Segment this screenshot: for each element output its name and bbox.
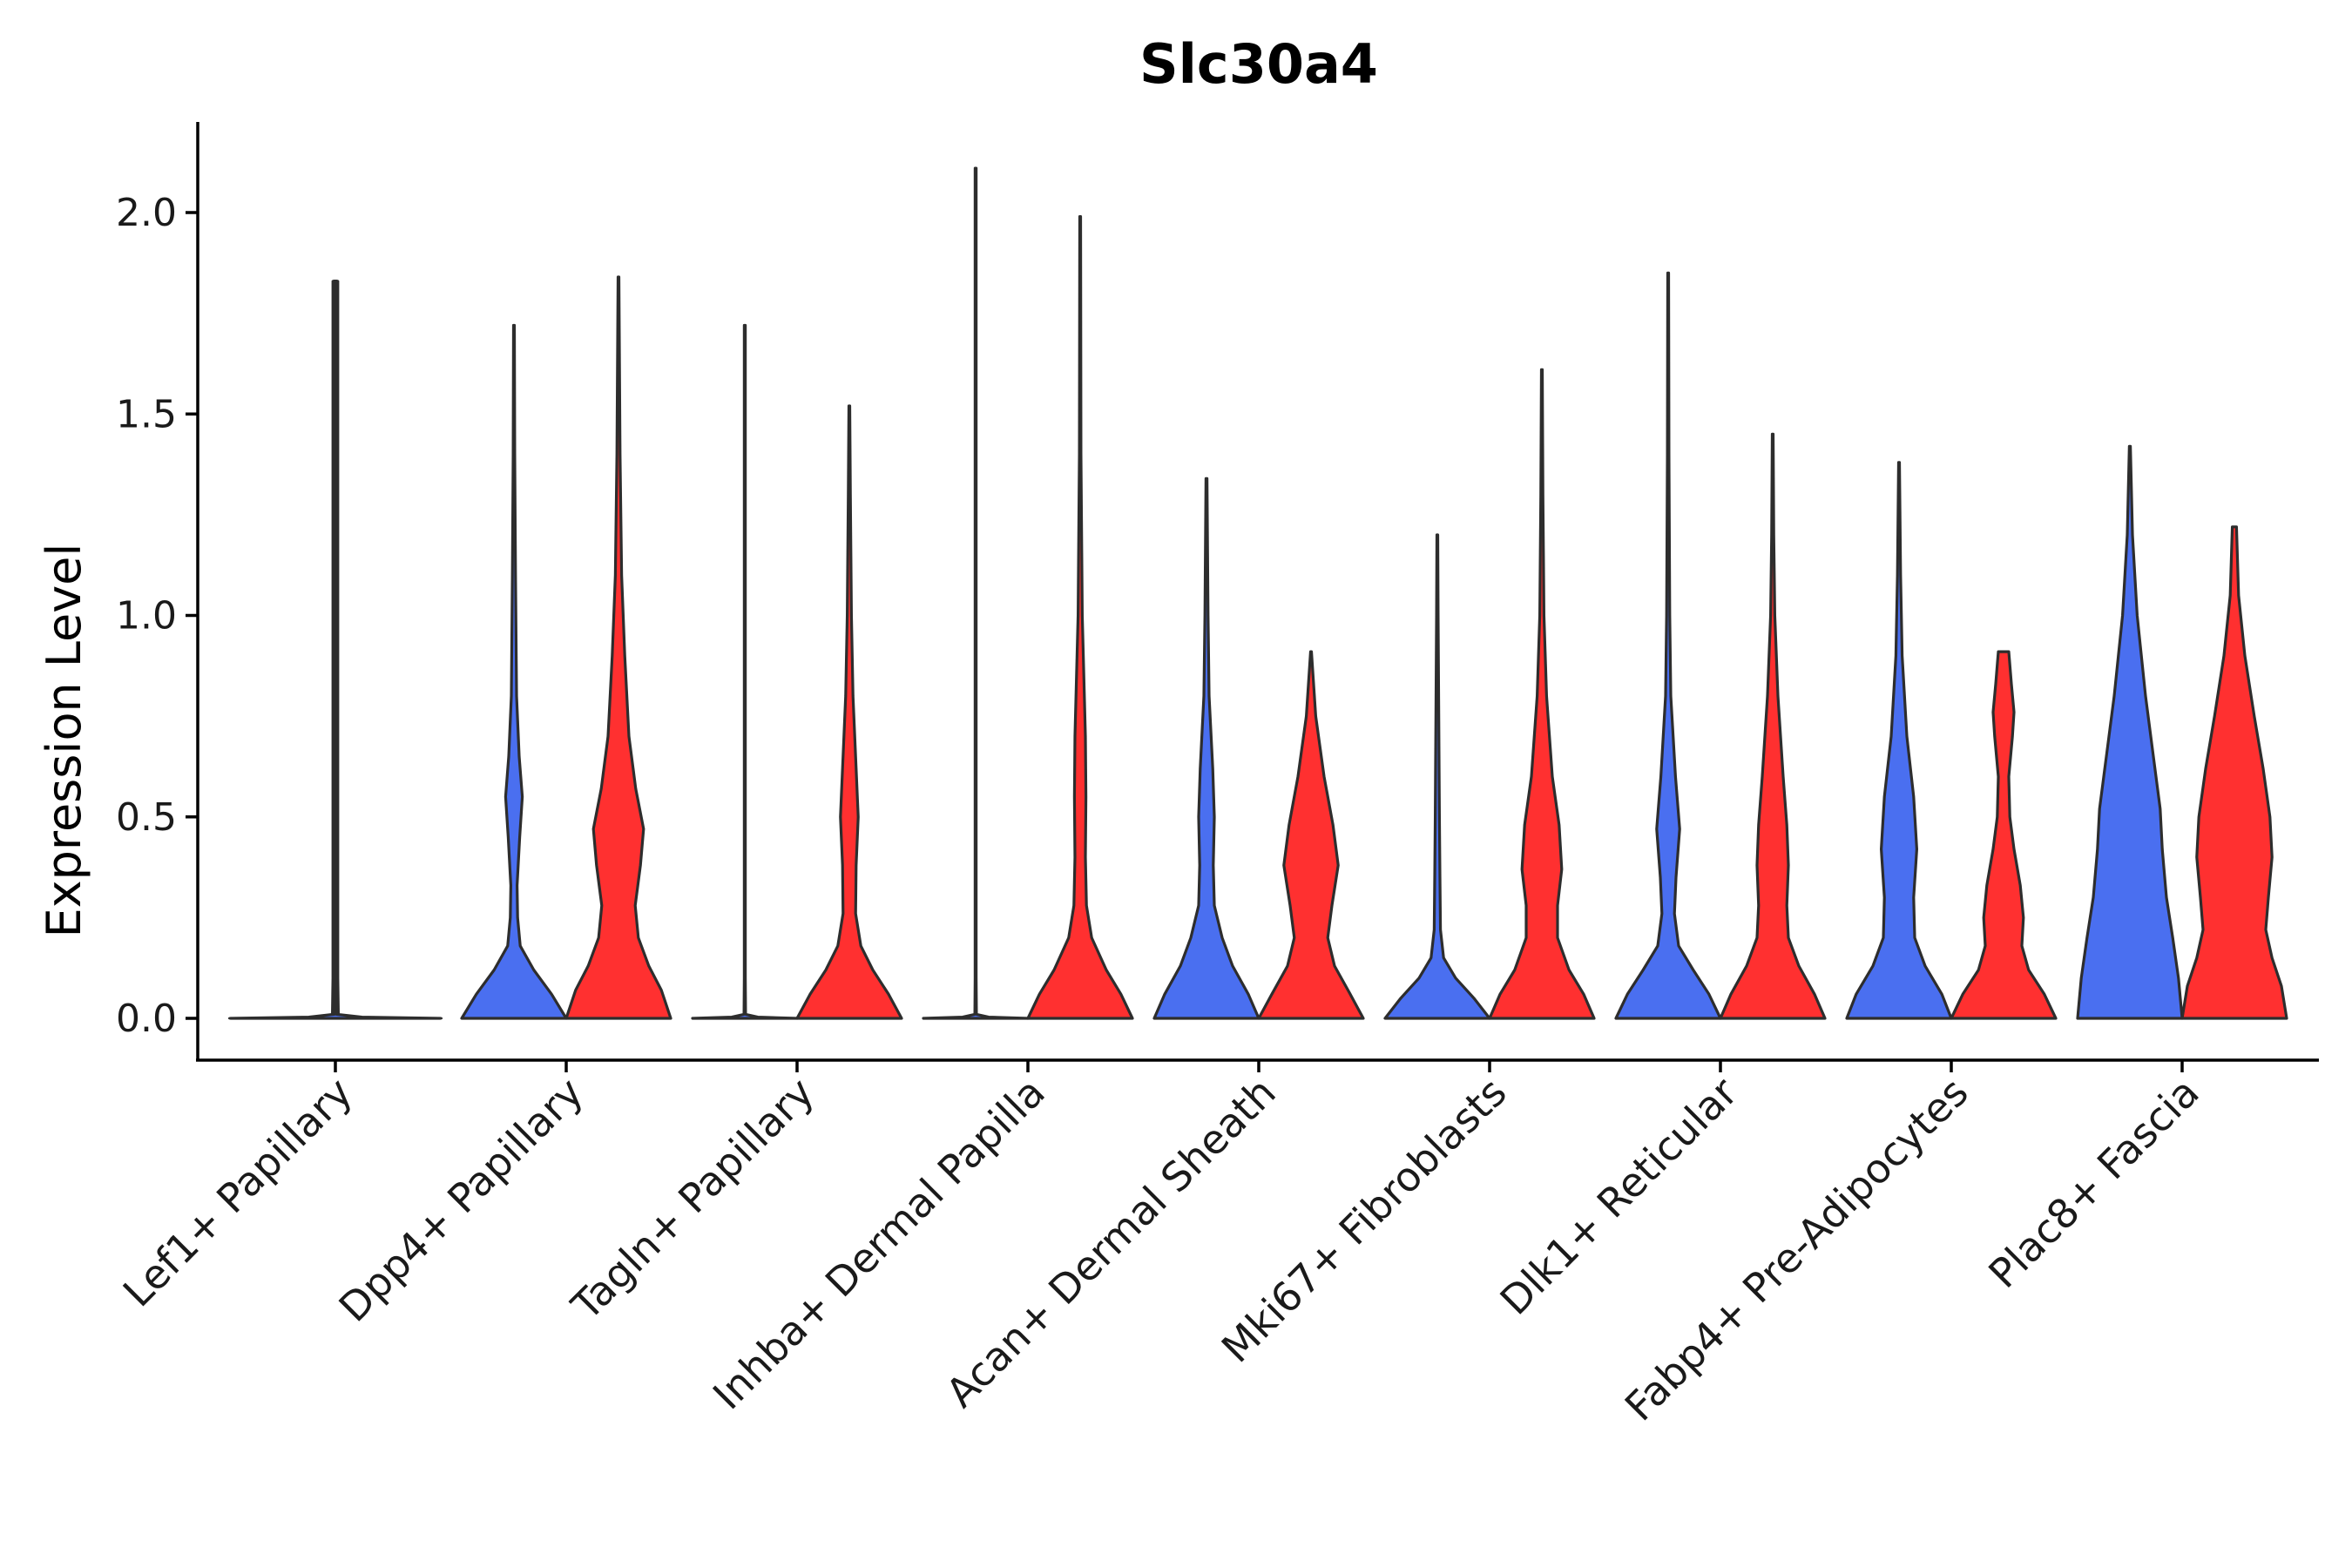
violin-red — [1257, 650, 1365, 1020]
x-tick-label: Lef1+ Papillary — [114, 1069, 362, 1316]
violin-red — [564, 275, 672, 1020]
violin-blue — [1152, 476, 1260, 1020]
violin-red — [1950, 650, 2058, 1020]
violin-blue — [1383, 533, 1491, 1020]
x-tick-label: Tagln+ Papillary — [562, 1069, 823, 1330]
y-tick-label: 1.0 — [116, 594, 177, 639]
y-tick-label: 1.5 — [116, 392, 177, 436]
violin-blue — [460, 323, 568, 1020]
y-axis-label: Expression Level — [37, 544, 91, 938]
violin-red — [1026, 215, 1134, 1020]
violin-layer — [227, 166, 2288, 1020]
violin-blue — [922, 166, 1030, 1020]
y-tick-label: 0.0 — [116, 997, 177, 1041]
y-axis-ticks: 0.0 0.5 1.0 1.5 2.0 — [116, 191, 198, 1041]
violin-blue — [691, 323, 799, 1020]
x-tick-label: Dlk1+ Reticular — [1491, 1069, 1747, 1324]
violin-blue — [1614, 271, 1722, 1020]
chart-title: Slc30a4 — [1139, 32, 1378, 96]
x-tick-label: Dpp4+ Papillary — [330, 1069, 592, 1331]
violin-red — [2180, 525, 2288, 1020]
violin-red — [795, 404, 903, 1020]
y-tick-label: 2.0 — [116, 191, 177, 235]
x-tick-label: Plac8+ Fascia — [1979, 1069, 2207, 1297]
violin-red — [1488, 368, 1596, 1020]
y-tick-label: 0.5 — [116, 795, 177, 840]
violin-blue — [227, 280, 443, 1020]
violin-red — [1719, 432, 1827, 1020]
violin-blue — [2076, 444, 2184, 1020]
violin-blue — [1845, 461, 1953, 1020]
